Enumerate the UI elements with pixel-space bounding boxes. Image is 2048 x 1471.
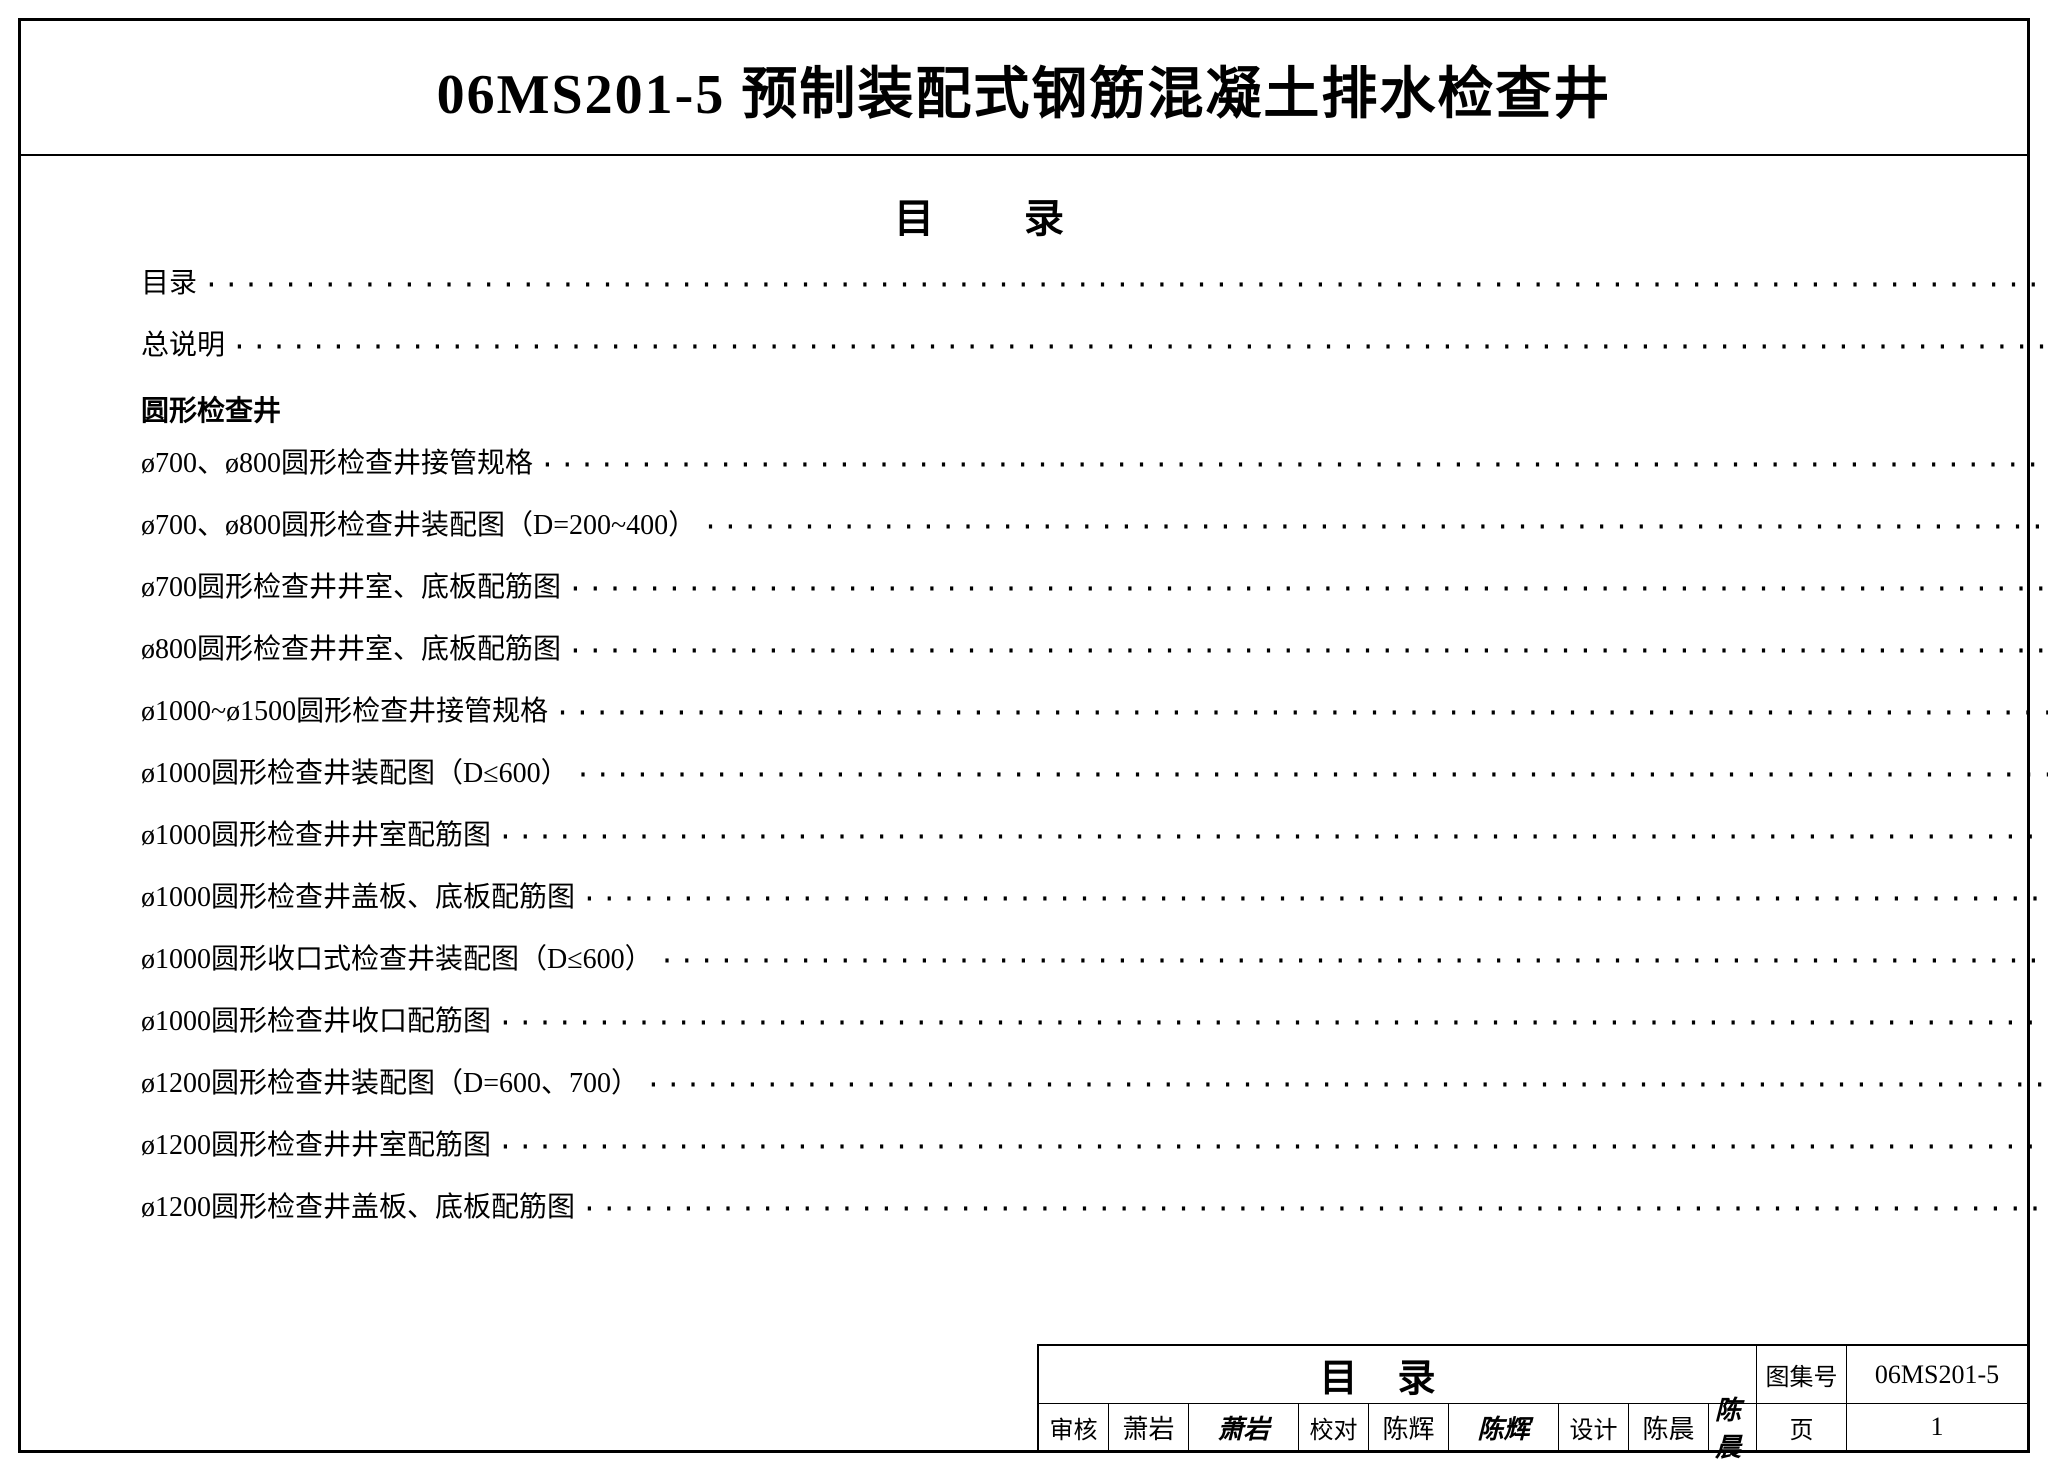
toc-entry: ø700、ø800圆形检查井接管规格6 [141,450,2048,480]
toc-entry-label: ø1000圆形检查井盖板、底板配筋图 [141,884,575,912]
toc-entry-label: 总说明 [141,332,225,360]
atlas-value: 06MS201-5 [1847,1346,2027,1403]
toc-leader-dots [702,514,2048,542]
toc-leader-dots [567,576,2048,604]
toc-entry-label: ø1200圆形检查井井室配筋图 [141,1132,491,1160]
toc-entry: ø700、ø800圆形检查井装配图（D=200~400）7 [141,512,2048,542]
design-name: 陈晨 [1629,1404,1709,1450]
content-area: 目录 目录1总说明3圆形检查井ø700、ø800圆形检查井接管规格6ø700、ø… [21,156,2027,1450]
toc-leader-dots [659,948,2048,976]
review-signature: 萧岩 [1189,1404,1299,1450]
design-label: 设计 [1559,1404,1629,1450]
toc-leader-dots [231,334,2048,362]
toc-leader-dots [497,824,2048,852]
title-bar: 06MS201-5 预制装配式钢筋混凝土排水检查井 [21,21,2027,156]
toc-entry-label: ø1000圆形检查井装配图（D≤600） [141,760,569,788]
toc-columns: 目录1总说明3圆形检查井ø700、ø800圆形检查井接管规格6ø700、ø800… [21,254,2027,1450]
toc-entry: ø1000圆形检查井装配图（D≤600）11 [141,760,2048,790]
title-block: 目录 图集号 06MS201-5 审核 萧岩 萧岩 校对 陈辉 陈辉 设计 陈晨… [1037,1344,2027,1450]
toc-entry: ø1200圆形检查井装配图（D=600、700）16 [141,1070,2048,1100]
toc-leader-dots [497,1134,2048,1162]
toc-column-left: 目录1总说明3圆形检查井ø700、ø800圆形检查井接管规格6ø700、ø800… [141,254,2048,1450]
page-value: 1 [1847,1404,2027,1450]
toc-leader-dots [575,762,2048,790]
toc-entry-label: ø1000圆形收口式检查井装配图（D≤600） [141,946,653,974]
toc-entry: ø1200圆形检查井井室配筋图17 [141,1132,2048,1162]
toc-section-heading: 圆形检查井 [141,398,2048,426]
page-label: 页 [1757,1404,1847,1450]
toc-leader-dots [554,700,2048,728]
toc-entry: ø1000~ø1500圆形检查井接管规格10 [141,698,2048,728]
toc-entry-label: ø1000圆形检查井井室配筋图 [141,822,491,850]
toc-leader-dots [581,886,2048,914]
toc-entry-label: ø1200圆形检查井盖板、底板配筋图 [141,1194,575,1222]
toc-leader-dots [539,452,2048,480]
toc-entry-label: ø1000~ø1500圆形检查井接管规格 [141,698,548,726]
proof-label: 校对 [1299,1404,1369,1450]
design-signature: 陈晨 [1709,1404,1757,1450]
toc-entry-label: ø1200圆形检查井装配图（D=600、700） [141,1070,639,1098]
title-block-row2: 审核 萧岩 萧岩 校对 陈辉 陈辉 设计 陈晨 陈晨 页 1 [1039,1404,2027,1450]
toc-entry: ø1200圆形检查井盖板、底板配筋图18 [141,1194,2048,1224]
review-label: 审核 [1039,1404,1109,1450]
toc-entry-label: ø700、ø800圆形检查井接管规格 [141,450,533,478]
toc-entry: ø1000圆形收口式检查井装配图（D≤600）14 [141,946,2048,976]
block-title: 目录 [1039,1346,1757,1403]
toc-leader-dots [567,638,2048,666]
toc-leader-dots [581,1196,2048,1224]
toc-leader-dots [497,1010,2048,1038]
page-title: 06MS201-5 预制装配式钢筋混凝土排水检查井 [21,49,2027,130]
proof-name: 陈辉 [1369,1404,1449,1450]
atlas-label: 图集号 [1757,1346,1847,1403]
toc-leader-dots [645,1072,2048,1100]
proof-signature: 陈辉 [1449,1404,1559,1450]
toc-entry: ø1000圆形检查井井室配筋图12 [141,822,2048,852]
toc-entry: ø1000圆形检查井盖板、底板配筋图13 [141,884,2048,914]
toc-entry: ø800圆形检查井井室、底板配筋图9 [141,636,2048,666]
toc-entry: ø700圆形检查井井室、底板配筋图8 [141,574,2048,604]
toc-leader-dots [203,272,2048,300]
toc-entry-label: ø700、ø800圆形检查井装配图（D=200~400） [141,512,696,540]
toc-entry-label: 目录 [141,270,197,298]
document-frame: 06MS201-5 预制装配式钢筋混凝土排水检查井 目录 目录1总说明3圆形检查… [18,18,2030,1453]
toc-entry-label: ø700圆形检查井井室、底板配筋图 [141,574,561,602]
toc-entry-label: ø1000圆形检查井收口配筋图 [141,1008,491,1036]
title-block-row1: 目录 图集号 06MS201-5 [1039,1346,2027,1404]
toc-heading: 目录 [21,156,2027,254]
toc-entry-label: 圆形检查井 [141,398,281,426]
toc-entry: 总说明3 [141,332,2048,362]
toc-entry: ø1000圆形检查井收口配筋图15 [141,1008,2048,1038]
toc-entry: 目录1 [141,270,2048,300]
toc-entry-label: ø800圆形检查井井室、底板配筋图 [141,636,561,664]
review-name: 萧岩 [1109,1404,1189,1450]
